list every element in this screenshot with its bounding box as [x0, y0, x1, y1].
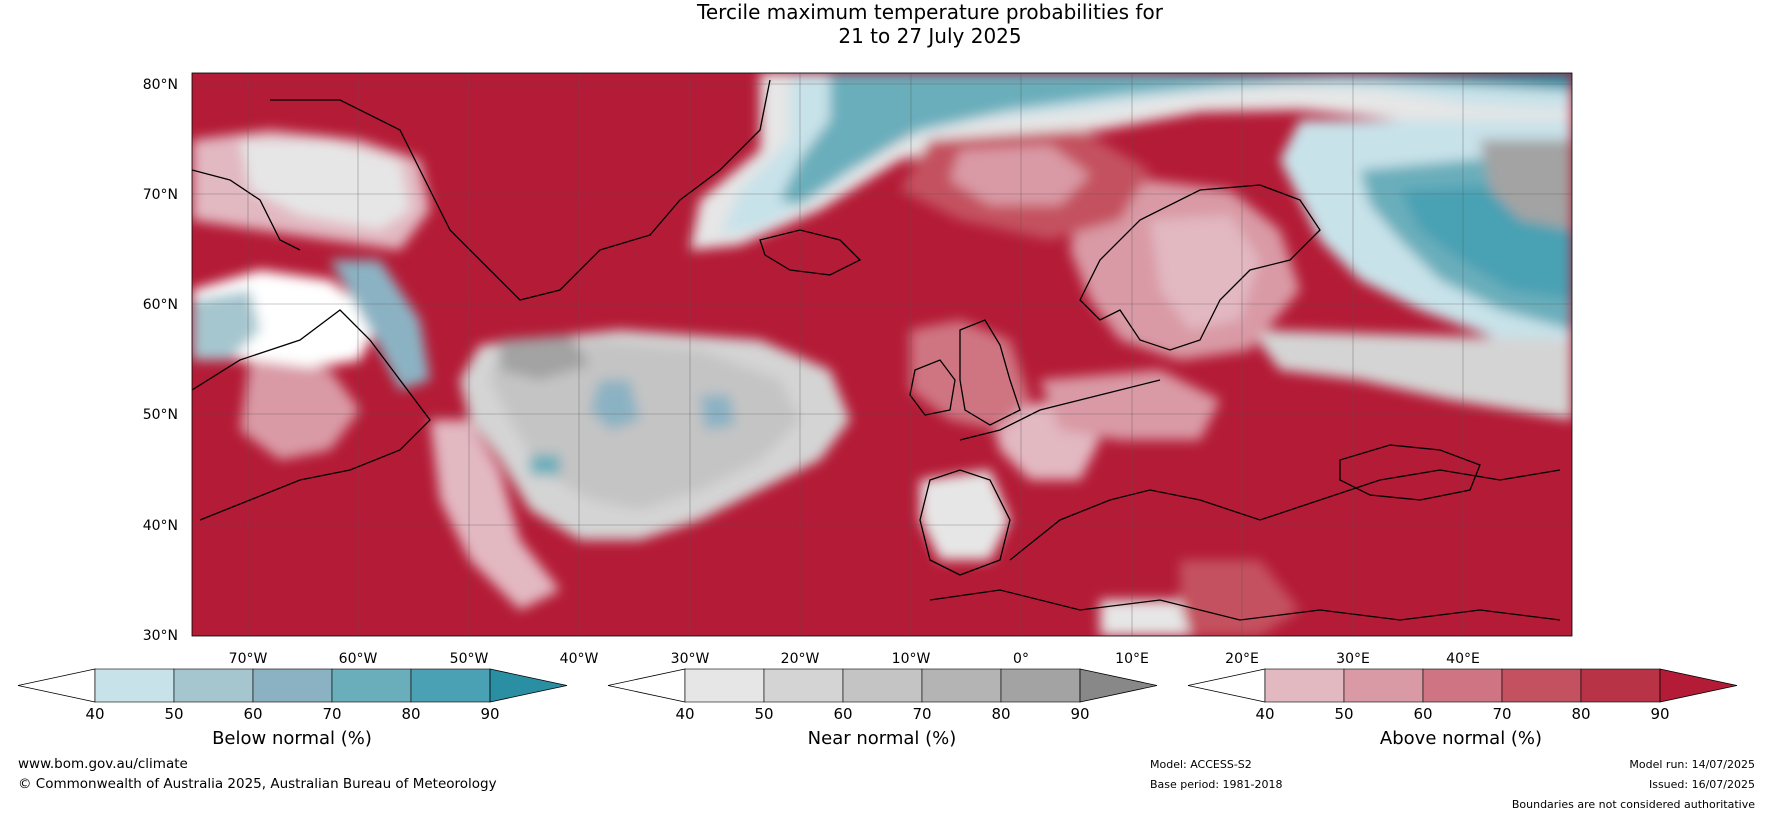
coastlines [192, 79, 1561, 621]
colorbar-segment [252, 668, 333, 703]
lon-label: 30°W [671, 651, 710, 667]
colorbar-segment [1264, 668, 1345, 703]
colorbar-tick-label: 90 [1650, 705, 1669, 723]
colorbar-segment [921, 668, 1002, 703]
colorbar-segment [331, 668, 412, 703]
latitude-labels: 80°N 70°N 60°N 50°N 40°N 30°N [143, 77, 178, 644]
lon-label: 20°E [1225, 651, 1259, 667]
colorbar-min-extension [1187, 668, 1266, 703]
colorbar-tick-label: 60 [243, 705, 262, 723]
colorbar-tick-label: 40 [1255, 705, 1274, 723]
lon-label: 40°E [1446, 651, 1480, 667]
lon-label: 40°W [560, 651, 599, 667]
colorbar-segment [763, 668, 844, 703]
title-line-2: 21 to 27 July 2025 [838, 24, 1022, 48]
lon-label: 30°E [1336, 651, 1370, 667]
colorbar-segment [684, 668, 765, 703]
colorbar-tick-label: 80 [1571, 705, 1590, 723]
lon-label: 50°W [450, 651, 489, 667]
colorbar-segment [1580, 668, 1661, 703]
colorbar-tick-label: 60 [833, 705, 852, 723]
colorbar-above-normal: 40 50 60 70 80 90 [1187, 668, 1738, 723]
lat-label: 30°N [143, 628, 178, 644]
colorbar-segment [1000, 668, 1081, 703]
longitude-labels: 70°W 60°W 50°W 40°W 30°W 20°W 10°W 0° 10… [229, 651, 1480, 667]
lon-label: 20°W [781, 651, 820, 667]
colorbar-min-extension [607, 668, 686, 703]
colorbar-min-extension [17, 668, 96, 703]
lon-label: 10°E [1115, 651, 1149, 667]
website-text: www.bom.gov.au/climate [18, 756, 188, 772]
issued-text: Issued: 16/07/2025 [1648, 778, 1755, 791]
colorbar-segment [94, 668, 175, 703]
lat-label: 50°N [143, 407, 178, 423]
copyright-text: © Commonwealth of Australia 2025, Austra… [18, 776, 497, 792]
colorbar-tick-label: 40 [675, 705, 694, 723]
colorbar-tick-label: 40 [85, 705, 104, 723]
colorbar-tick-label: 50 [754, 705, 773, 723]
colorbar-tick-label: 60 [1413, 705, 1432, 723]
colorbar-segment [173, 668, 254, 703]
below-normal-label: Below normal (%) [212, 728, 372, 749]
colorbar-max-extension [489, 668, 568, 703]
colorbar-near-normal: 40 50 60 70 80 90 [607, 668, 1158, 723]
near-normal-label: Near normal (%) [807, 728, 957, 749]
colorbar-tick-label: 90 [480, 705, 499, 723]
map-title: Tercile maximum temperature probabilitie… [0, 0, 1770, 48]
disclaimer-text: Boundaries are not considered authoritat… [1511, 798, 1755, 811]
above-normal-label: Above normal (%) [1379, 728, 1543, 749]
model-run-text: Model run: 14/07/2025 [1629, 758, 1755, 771]
colorbar-segment [410, 668, 491, 703]
colorbar-segment [842, 668, 923, 703]
lon-label: 60°W [339, 651, 378, 667]
colorbar-below-normal: 40 50 60 70 80 90 [17, 668, 568, 723]
lon-label: 0° [1013, 651, 1029, 667]
graticule [192, 73, 1572, 636]
probability-field [192, 73, 1572, 636]
lat-label: 60°N [143, 297, 178, 313]
base-period-text: Base period: 1981-2018 [1150, 778, 1283, 791]
colorbar-tick-label: 70 [322, 705, 341, 723]
colorbar-max-extension [1079, 668, 1158, 703]
title-line-1: Tercile maximum temperature probabilitie… [697, 0, 1163, 24]
colorbar-tick-label: 50 [1334, 705, 1353, 723]
model-text: Model: ACCESS-S2 [1150, 758, 1252, 771]
colorbar-tick-label: 50 [164, 705, 183, 723]
lon-label: 70°W [229, 651, 268, 667]
colorbar-max-extension [1659, 668, 1738, 703]
lon-label: 10°W [892, 651, 931, 667]
colorbar-segment [1343, 668, 1424, 703]
lat-label: 80°N [143, 77, 178, 93]
lat-label: 70°N [143, 187, 178, 203]
colorbar-tick-label: 80 [991, 705, 1010, 723]
colorbar-tick-label: 80 [401, 705, 420, 723]
colorbar-tick-label: 90 [1070, 705, 1089, 723]
colorbar-segment [1422, 668, 1503, 703]
colorbar-segment [1501, 668, 1582, 703]
colorbar-tick-label: 70 [1492, 705, 1511, 723]
colorbar-tick-label: 70 [912, 705, 931, 723]
lat-label: 40°N [143, 518, 178, 534]
